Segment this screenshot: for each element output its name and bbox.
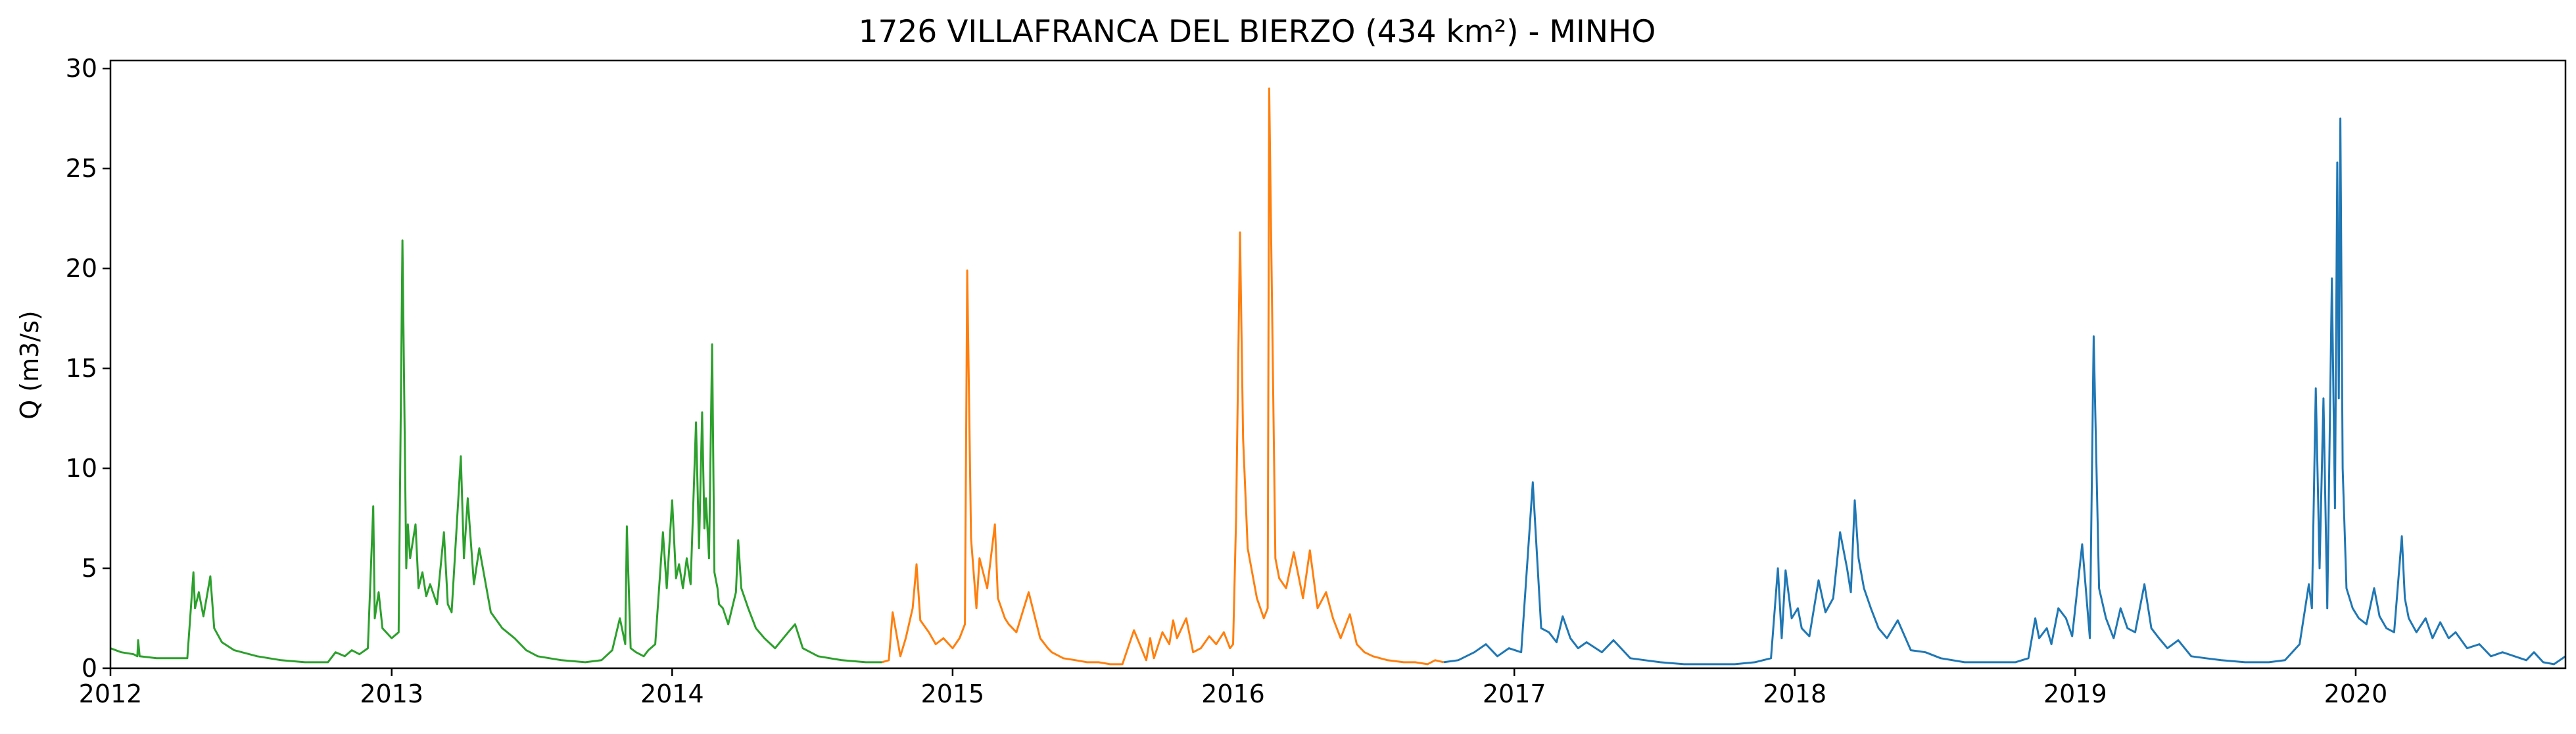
y-tick-label: 10 [66, 454, 97, 483]
x-tick-label: 2019 [2043, 679, 2107, 708]
y-tick-label: 20 [66, 254, 97, 283]
series-line-0 [110, 239, 882, 664]
x-tick-label: 2014 [640, 679, 704, 708]
y-tick-label: 5 [82, 554, 97, 583]
x-tick-label: 2013 [360, 679, 423, 708]
plot-frame [109, 59, 2567, 670]
chart-title: 1726 VILLAFRANCA DEL BIERZO (434 km²) - … [859, 14, 1656, 50]
y-tick-label: 25 [66, 154, 97, 183]
x-tick-label: 2012 [79, 679, 143, 708]
series-line-1 [881, 87, 1444, 666]
series-line-2 [1443, 117, 2566, 666]
x-tick-label: 2020 [2324, 679, 2388, 708]
y-axis-ticks: 0 5 10 15 20 25 30 [66, 54, 110, 683]
y-tick-label: 0 [82, 654, 97, 683]
y-tick-label: 30 [66, 54, 97, 83]
x-tick-label: 2017 [1483, 679, 1546, 708]
y-tick-label: 15 [66, 354, 97, 383]
x-tick-label: 2016 [1201, 679, 1265, 708]
x-axis-ticks: 2012 2013 2014 2015 2016 2017 2018 2019 2020 [79, 668, 2388, 708]
x-tick-label: 2015 [921, 679, 985, 708]
y-axis-label: Q (m3/s) [15, 310, 44, 419]
series-layer [110, 87, 2566, 666]
x-tick-label: 2018 [1763, 679, 1826, 708]
